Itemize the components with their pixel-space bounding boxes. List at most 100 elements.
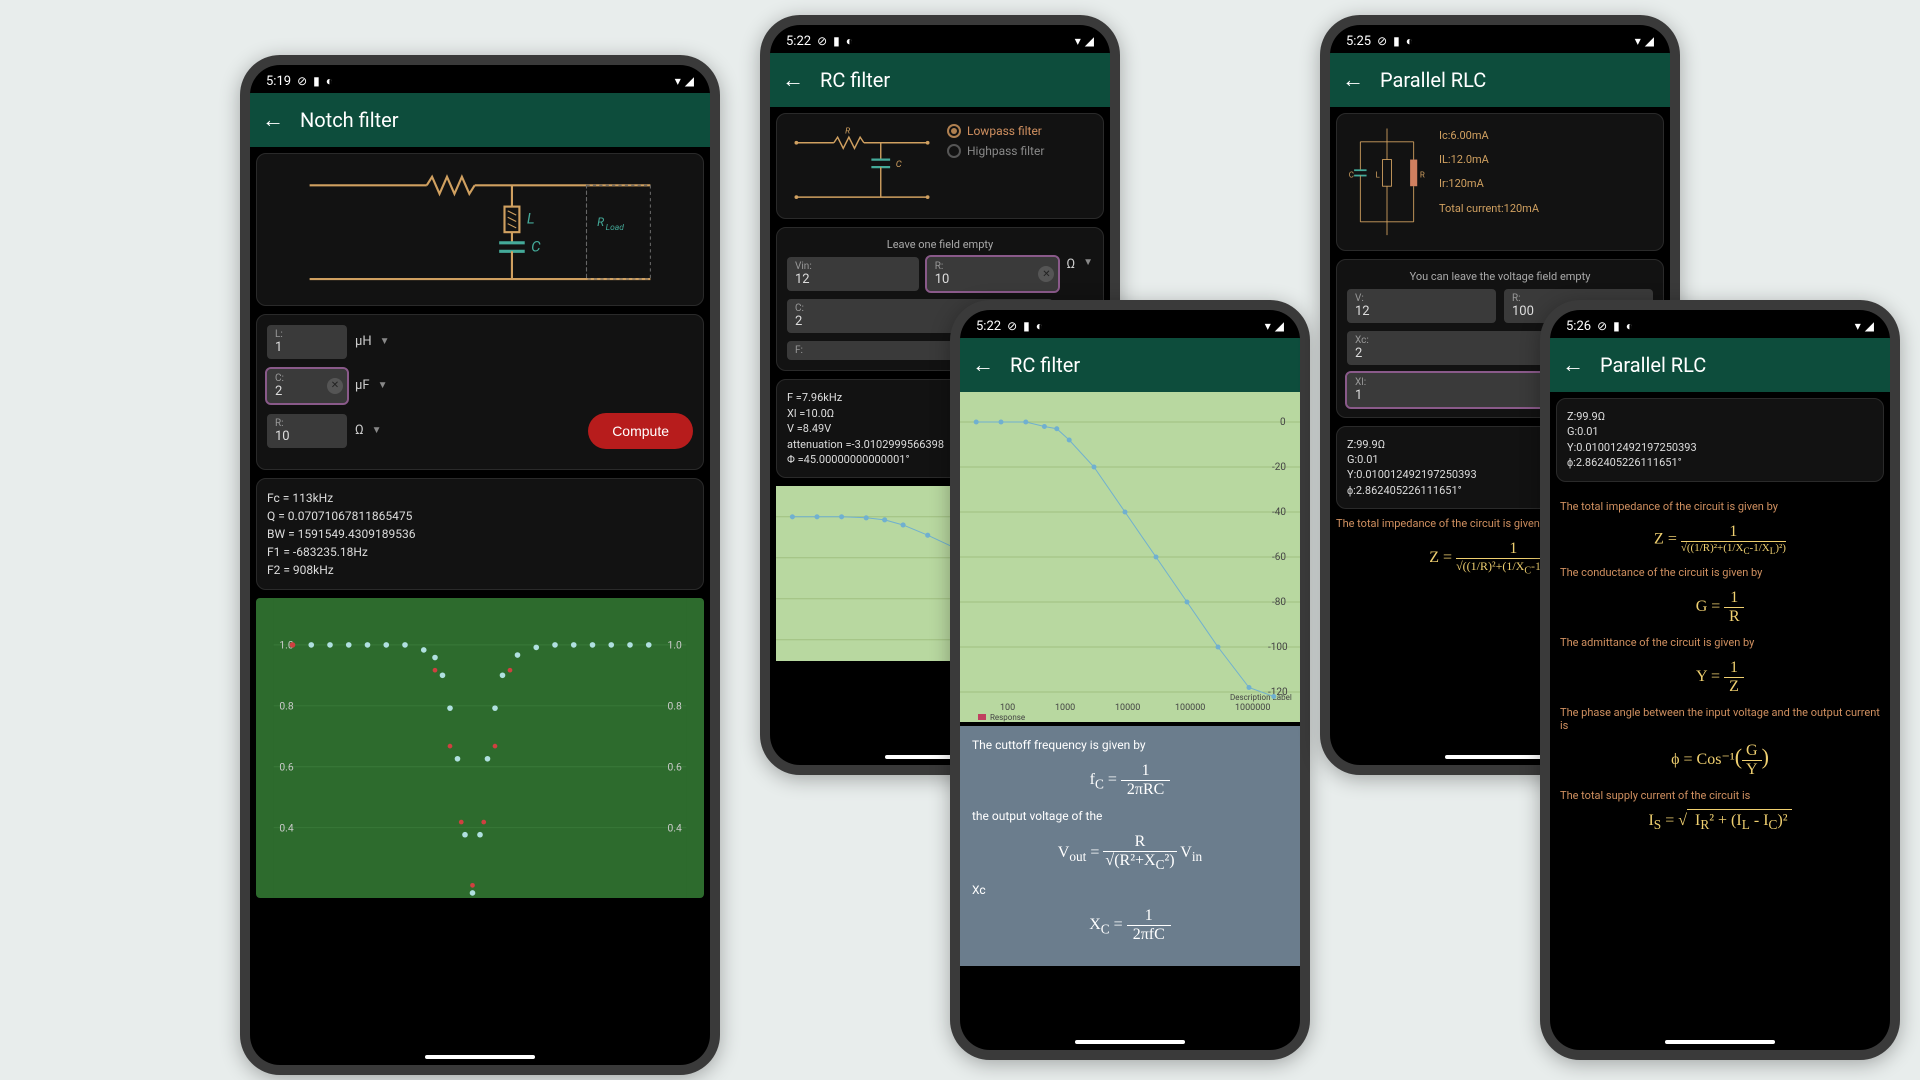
r-unit-dropdown[interactable]: ▼ — [1083, 257, 1093, 291]
r-input[interactable]: R: 10 ✕ — [927, 257, 1059, 291]
app-bar: ← RC filter — [960, 338, 1300, 392]
camera-notch — [1121, 318, 1139, 336]
c-input[interactable]: C: 2 ✕ — [267, 369, 347, 403]
app-bar: ← Parallel RLC — [1550, 338, 1890, 392]
l-unit-dropdown[interactable]: ▼ — [380, 336, 390, 347]
value-itot: Total current:120mA — [1439, 197, 1539, 221]
r-unit: Ω — [1066, 257, 1075, 291]
clock: 5:19 — [266, 74, 291, 89]
svg-text:0.4: 0.4 — [668, 821, 683, 834]
back-button[interactable]: ← — [1342, 67, 1364, 93]
svg-text:C: C — [1349, 170, 1354, 179]
svg-text:-80: -80 — [1272, 597, 1286, 608]
formula-panel: The cuttoff frequency is given by fC = 1… — [960, 726, 1300, 966]
formula-vout: Vout = R√(R²+XC²) Vin — [972, 833, 1288, 873]
camera-notch — [471, 73, 489, 91]
svg-text:R: R — [1420, 170, 1425, 179]
result-g: G:0.01 — [1567, 424, 1873, 439]
explain-is: The total supply current of the circuit … — [1560, 789, 1880, 802]
r-unit: Ω — [355, 423, 364, 438]
clock-icon: ◐ — [846, 34, 853, 48]
back-button[interactable]: ← — [262, 107, 284, 133]
page-title: RC filter — [820, 68, 890, 92]
back-button[interactable]: ← — [1562, 352, 1584, 378]
formula-z: Z = 1√((1/R)²+(1/XC-1/XL)²) — [1560, 523, 1880, 556]
rlc-circuit-svg: C L R — [1347, 124, 1427, 240]
formula-is: IS = √ IR² + (IL - IC)² — [1560, 812, 1880, 833]
highpass-radio[interactable] — [947, 144, 961, 158]
battery-saver-icon: ▮ — [1023, 319, 1030, 333]
vin-input[interactable]: Vin: 12 — [787, 257, 919, 291]
back-button[interactable]: ← — [782, 67, 804, 93]
value-ir: Ir:120mA — [1439, 172, 1539, 196]
svg-text:R: R — [597, 215, 604, 229]
rc-bode-chart: 0 -20 -40 -60 -80 -100 -120 100 1000 100… — [960, 392, 1300, 722]
page-title: Parallel RLC — [1380, 68, 1486, 92]
svg-text:10000: 10000 — [1115, 703, 1140, 713]
nav-pill[interactable] — [1075, 1040, 1185, 1044]
notch-circuit-svg: L C R Load — [267, 164, 693, 292]
hint-text: Leave one field empty — [787, 238, 1093, 251]
wifi-icon: ▾ — [675, 74, 681, 88]
svg-text:1000: 1000 — [1055, 703, 1075, 713]
formula-xc: XC = 12πfC — [972, 907, 1288, 944]
nav-pill[interactable] — [425, 1055, 535, 1059]
clock: 5:22 — [976, 319, 1001, 334]
dnd-icon: ⊘ — [817, 34, 827, 48]
svg-text:0: 0 — [1280, 417, 1286, 428]
highpass-radio-row[interactable]: Highpass filter — [947, 144, 1044, 158]
camera-notch — [1711, 318, 1729, 336]
back-button[interactable]: ← — [972, 352, 994, 378]
svg-text:C: C — [896, 159, 902, 170]
clock-icon: ◐ — [1406, 34, 1413, 48]
clock-icon: ◐ — [326, 74, 333, 88]
circuit-and-filter-card: R C Lowpass filter — [776, 113, 1104, 219]
v-input[interactable]: V: 12 — [1347, 289, 1496, 323]
clock: 5:26 — [1566, 319, 1591, 334]
signal-icon: ◢ — [1085, 34, 1094, 48]
c-unit-dropdown[interactable]: ▼ — [378, 380, 388, 391]
lowpass-radio[interactable] — [947, 124, 961, 138]
signal-icon: ◢ — [685, 74, 694, 88]
page-title: RC filter — [1010, 353, 1080, 377]
result-phi: ϕ:2.862405226111651° — [1567, 455, 1873, 470]
c-unit: µF — [355, 378, 370, 393]
result-q: Q = 0.07071067811865475 — [267, 507, 693, 525]
dnd-icon: ⊘ — [1377, 34, 1387, 48]
svg-text:100: 100 — [1000, 703, 1015, 713]
app-bar: ← Parallel RLC — [1330, 53, 1670, 107]
svg-text:1.0: 1.0 — [668, 638, 683, 651]
dnd-icon: ⊘ — [1597, 319, 1607, 333]
svg-text:0.6: 0.6 — [279, 760, 294, 773]
svg-text:Response: Response — [990, 713, 1025, 722]
r-input[interactable]: R: 10 — [267, 414, 347, 448]
r-clear-icon[interactable]: ✕ — [1038, 266, 1054, 282]
compute-button[interactable]: Compute — [588, 413, 693, 449]
c-clear-icon[interactable]: ✕ — [327, 378, 343, 394]
svg-text:1000000: 1000000 — [1235, 703, 1270, 713]
battery-saver-icon: ▮ — [1613, 319, 1620, 333]
app-bar: ← RC filter — [770, 53, 1110, 107]
lowpass-radio-row[interactable]: Lowpass filter — [947, 124, 1044, 138]
explain-xc: Xc — [972, 883, 1288, 897]
notch-response-chart: 1.01.0 0.80.8 0.60.6 0.40.4 — [256, 598, 704, 898]
inputs-card: L: 1 µH ▼ C: 2 ✕ µF ▼ — [256, 314, 704, 470]
formula-g: G = 1R — [1560, 589, 1880, 626]
nav-pill[interactable] — [1445, 755, 1555, 759]
svg-text:0.6: 0.6 — [668, 760, 683, 773]
svg-text:C: C — [531, 237, 541, 255]
dnd-icon: ⊘ — [1007, 319, 1017, 333]
hint-text: You can leave the voltage field empty — [1347, 270, 1653, 283]
phone-notch-filter: 5:19 ⊘ ▮ ◐ ▾ ◢ ← Notch filter — [240, 55, 720, 1075]
r-unit-dropdown[interactable]: ▼ — [372, 425, 382, 436]
l-input[interactable]: L: 1 — [267, 325, 347, 359]
signal-icon: ◢ — [1645, 34, 1654, 48]
wifi-icon: ▾ — [1855, 319, 1861, 333]
result-z: Z:99.9Ω — [1567, 409, 1873, 424]
battery-saver-icon: ▮ — [313, 74, 320, 88]
explain-phi: The phase angle between the input voltag… — [1560, 706, 1880, 732]
nav-pill[interactable] — [1665, 1040, 1775, 1044]
app-bar: ← Notch filter — [250, 93, 710, 147]
svg-text:-20: -20 — [1272, 462, 1286, 473]
formula-phi: ϕ = Cos⁻¹(GY) — [1560, 742, 1880, 779]
